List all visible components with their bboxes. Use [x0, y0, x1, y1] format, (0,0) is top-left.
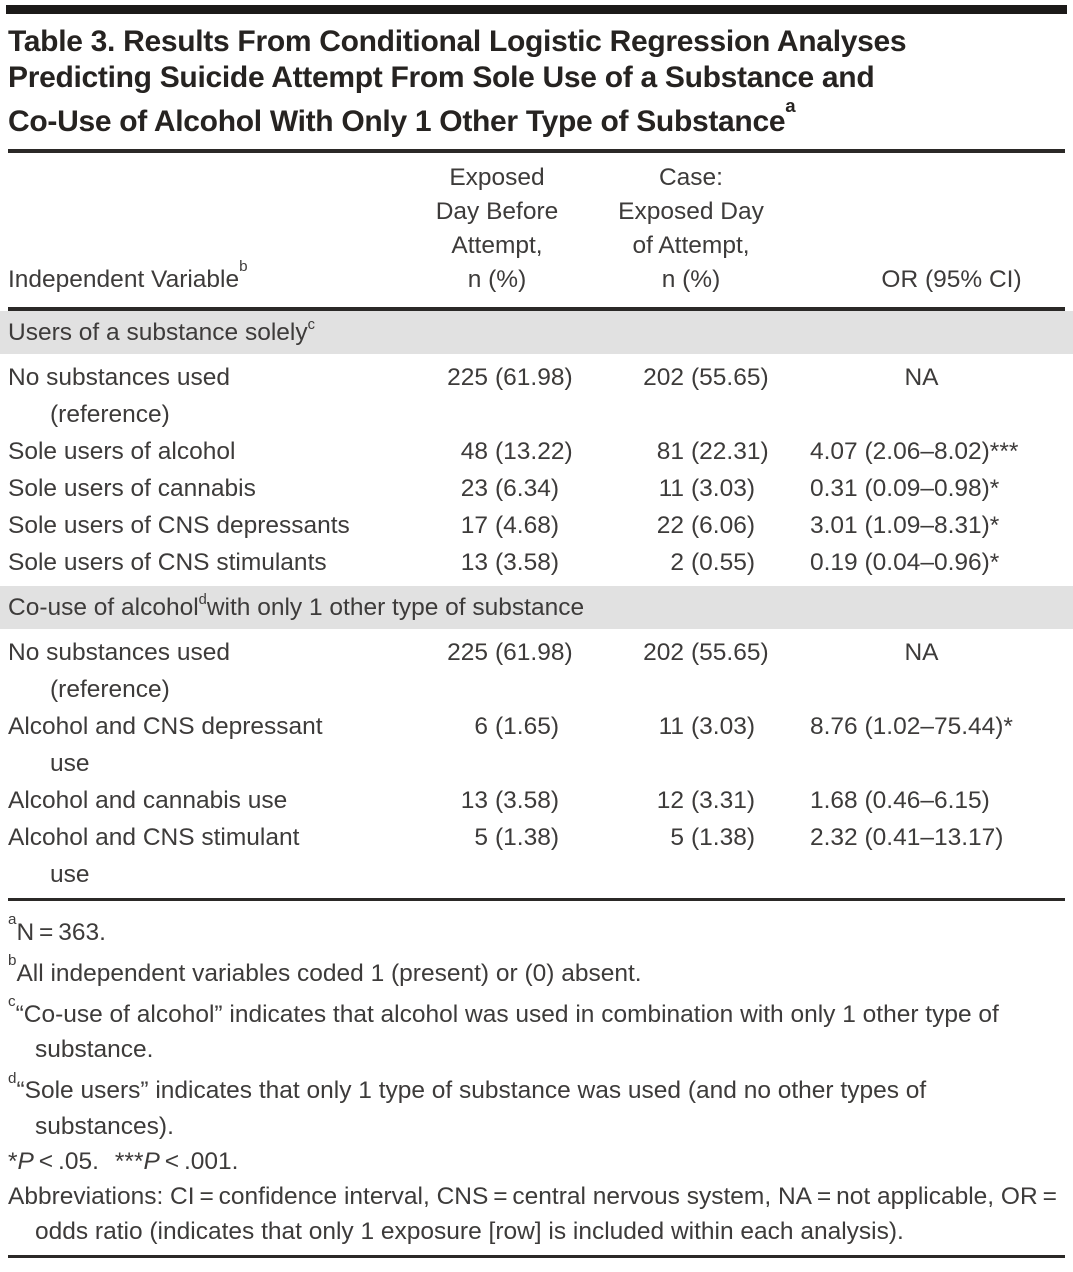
row-label: Alcohol and CNS stimulant use — [8, 824, 300, 888]
cell-or: 0.19 (0.04–0.96)* — [810, 549, 1000, 576]
section-band-sole-users: Users of a substance solely c — [0, 311, 1073, 354]
table-row-no-substances-2: No substances used (reference) 225 (61.98… — [8, 634, 1065, 708]
cell-exposed-day-of: 5 (1.38) — [670, 824, 756, 851]
cell-or: 1.68 (0.46–6.15) — [810, 787, 990, 814]
table-title-line-1: Table 3. Results From Conditional Logist… — [8, 25, 907, 58]
table-row-sole-cns-stimulants: Sole users of CNS stimulants 13 (3.58) 2(… — [8, 544, 1065, 581]
cell-exposed-day-before: 6 (1.65) — [474, 713, 560, 740]
cell-exposed-day-before: 225 (61.98) — [447, 364, 573, 391]
top-black-bar — [6, 5, 1067, 14]
bottom-rule — [8, 1254, 1065, 1258]
table-row-alcohol-cns-depressant: Alcohol and CNS depressant use 6 (1.65) 1… — [8, 708, 1065, 782]
footnote-d: d“Sole users” indicates that only 1 type… — [8, 1069, 927, 1140]
cell-or: 2.32 (0.41–13.17) — [810, 824, 1004, 851]
row-label: Sole users of CNS depressants — [8, 512, 350, 539]
footnote-abbreviations: Abbreviations: CI = confidence interval,… — [8, 1182, 1062, 1245]
cell-or: 3.01 (1.09–8.31)* — [810, 512, 1000, 539]
col-header-independent-variable: Independent Variableb — [8, 258, 248, 293]
rule-under-title — [8, 149, 1065, 153]
cell-or: NA — [904, 639, 939, 666]
section-co-use-rows: No substances used (reference) 225 (61.98… — [0, 629, 1073, 898]
footnote-pvalues: *P < .05. ***P < .001. — [8, 1147, 239, 1175]
cell-or: 8.76 (1.02–75.44)* — [810, 713, 1013, 740]
col-header-exposed-day-before: Exposed Day Before Attempt, n (%) — [435, 164, 559, 293]
table-row-sole-cannabis: Sole users of cannabis 23 (6.34) 11 (3.03)… — [8, 470, 1065, 507]
cell-or: NA — [904, 364, 939, 391]
cell-exposed-day-before: 48 (13.22) — [460, 438, 573, 465]
rule-under-header — [8, 307, 1065, 311]
table-title-line-3: Co-Use of Alcohol With Only 1 Other Type… — [8, 94, 796, 138]
footnote-b: bAll independent variables coded 1 (pres… — [8, 952, 642, 988]
cell-exposed-day-before: 5 (1.38) — [474, 824, 560, 851]
band1-footnote-marker: c — [307, 317, 315, 334]
cell-exposed-day-of: 202 (55.65) — [643, 364, 769, 391]
cell-exposed-day-of: 11 (3.03) — [658, 475, 756, 502]
band2-footnote-marker: d — [198, 592, 207, 609]
table-title: Table 3. Results From Conditional Logist… — [8, 24, 1065, 140]
rule-under-table — [8, 898, 1065, 901]
cell-exposed-day-of: 81 (22.31) — [656, 438, 769, 465]
footnote-a: aN = 363. — [8, 911, 106, 947]
cell-exposed-day-before: 23 (6.34) — [460, 475, 560, 502]
table-row-sole-cns-depressants: Sole users of CNS depressants 17 (4.68) 2… — [8, 507, 1065, 544]
row-label: No substances used (reference) — [8, 639, 230, 703]
col1-footnote-marker: b — [239, 258, 248, 276]
table-row-sole-alcohol: Sole users of alcohol 48 (13.22) 81 (22.31… — [8, 433, 1065, 470]
row-label: Sole users of alcohol — [8, 438, 236, 465]
cell-or: 4.07 (2.06–8.02)*** — [810, 438, 1019, 465]
cell-exposed-day-of: 12 (3.31) — [656, 787, 756, 814]
section-sole-users-rows: No substances used (reference) 225 (61.98… — [0, 354, 1073, 586]
table-title-line-2: Predicting Suicide Attempt From Sole Use… — [8, 61, 875, 94]
title-footnote-marker: a — [785, 94, 796, 116]
row-label: Sole users of CNS stimulants — [8, 549, 327, 576]
row-label: Sole users of cannabis — [8, 475, 256, 502]
table-row-alcohol-cns-stimulant: Alcohol and CNS stimulant use 5 (1.38) 5(… — [8, 819, 1065, 893]
cell-or: 0.31 (0.09–0.98)* — [810, 475, 1000, 502]
footnotes-block: aN = 363. bAll independent variables cod… — [8, 909, 1065, 1249]
column-header-row: Independent Variableb Exposed Day Before… — [8, 153, 1065, 307]
journal-table-page: Table 3. Results From Conditional Logist… — [0, 5, 1073, 1258]
cell-exposed-day-before: 225 (61.98) — [447, 639, 573, 666]
row-label: Alcohol and CNS depressant use — [8, 713, 323, 777]
table-row-no-substances: No substances used (reference) 225 (61.98… — [8, 359, 1065, 433]
cell-exposed-day-before: 17 (4.68) — [460, 512, 560, 539]
cell-exposed-day-before: 13 (3.58) — [460, 549, 560, 576]
col-header-or-ci: OR (95% CI) — [881, 266, 1022, 293]
col-header-case-exposed-day-of: Case: Exposed Day of Attempt, n (%) — [618, 164, 764, 293]
table-row-alcohol-cannabis: Alcohol and cannabis use 13 (3.58) 12 (3.3… — [8, 782, 1065, 819]
section-band-co-use-alcohol: Co-use of alcohol d with only 1 other typ… — [0, 586, 1073, 629]
row-label: Alcohol and cannabis use — [8, 787, 288, 814]
cell-exposed-day-of: 22 (6.06) — [656, 512, 756, 539]
footnote-c: c“Co-use of alcohol” indicates that alco… — [8, 993, 999, 1064]
cell-exposed-day-of: 2 (0.55) — [670, 549, 756, 576]
cell-exposed-day-of: 11 (3.03) — [658, 713, 756, 740]
cell-exposed-day-of: 202 (55.65) — [643, 639, 769, 666]
row-label: No substances used (reference) — [8, 364, 230, 428]
cell-exposed-day-before: 13 (3.58) — [460, 787, 560, 814]
